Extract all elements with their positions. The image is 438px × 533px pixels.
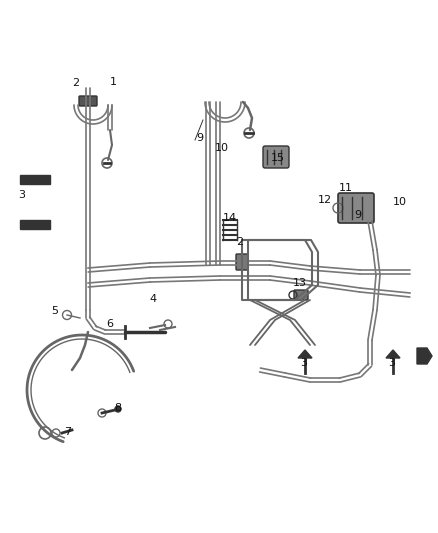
Text: 3: 3 <box>300 358 307 368</box>
Text: 3: 3 <box>18 190 25 200</box>
Text: 15: 15 <box>271 153 285 163</box>
FancyBboxPatch shape <box>294 290 308 300</box>
Text: 1: 1 <box>110 77 117 87</box>
FancyBboxPatch shape <box>236 254 248 270</box>
Polygon shape <box>386 350 400 358</box>
Circle shape <box>115 406 121 412</box>
Text: 14: 14 <box>223 213 237 223</box>
Text: 7: 7 <box>64 427 71 437</box>
Text: 2: 2 <box>237 237 244 247</box>
Polygon shape <box>298 350 312 358</box>
Bar <box>20 220 50 229</box>
Text: 10: 10 <box>215 143 229 153</box>
Text: 12: 12 <box>318 195 332 205</box>
Text: 6: 6 <box>106 319 113 329</box>
Polygon shape <box>417 348 432 364</box>
Bar <box>20 175 50 184</box>
Text: 8: 8 <box>114 403 122 413</box>
Text: 2: 2 <box>72 78 80 88</box>
Text: 9: 9 <box>354 210 361 220</box>
Text: 4: 4 <box>149 294 156 304</box>
Text: 13: 13 <box>293 278 307 288</box>
FancyBboxPatch shape <box>338 193 374 223</box>
Text: 11: 11 <box>339 183 353 193</box>
Text: 9: 9 <box>196 133 204 143</box>
Text: 3: 3 <box>389 358 396 368</box>
FancyBboxPatch shape <box>263 146 289 168</box>
Text: 10: 10 <box>393 197 407 207</box>
FancyBboxPatch shape <box>79 96 97 106</box>
Text: 5: 5 <box>52 306 59 316</box>
